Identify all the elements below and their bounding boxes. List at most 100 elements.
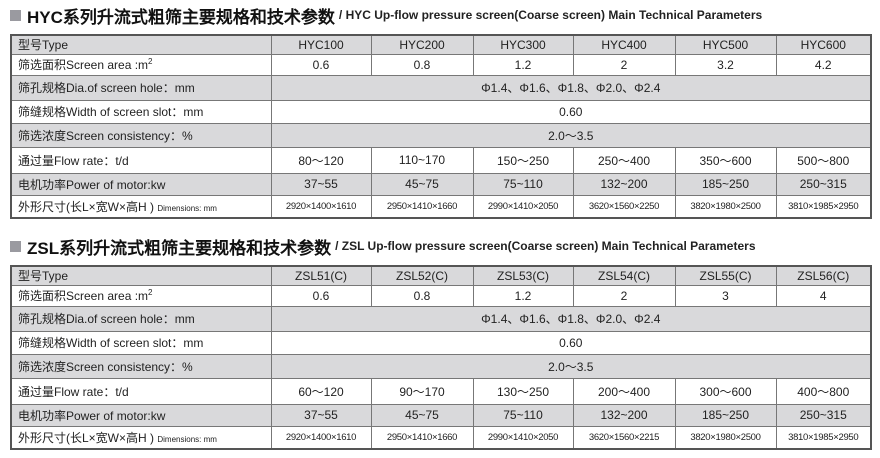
- value-cell: 45~75: [370, 172, 474, 196]
- value-cell: 200～400: [572, 377, 676, 405]
- row-label: 筛孔规格Dia.of screen hole：mm: [10, 305, 272, 332]
- value-cell: 132~200: [572, 403, 676, 427]
- row-label: 筛选面积Screen area :m2: [10, 284, 272, 307]
- value-cell: 3: [674, 284, 777, 307]
- value-cell: ZSL52(C): [370, 265, 474, 286]
- value-cell: 4: [775, 284, 872, 307]
- row-label: 筛选浓度Screen consistency：%: [10, 353, 272, 379]
- value-cell: HYC200: [370, 34, 474, 55]
- row-label: 型号Type: [10, 265, 272, 286]
- row-label: 筛选面积Screen area :m2: [10, 53, 272, 76]
- value-cell: HYC300: [472, 34, 574, 55]
- title-cn: ZSL系列升流式粗筛主要规格和技术参数: [27, 238, 332, 258]
- table-row: 筛孔规格Dia.of screen hole：mm Φ1.4、Φ1.6、Φ1.8、…: [10, 74, 872, 101]
- value-cell: 250~315: [775, 403, 872, 427]
- row-label-text: 型号Type: [18, 269, 69, 284]
- value-cell: 90～170: [370, 377, 474, 405]
- value-cell: 2950×1410×1660: [370, 425, 474, 450]
- table-row: 筛选面积Screen area :m2 0.6 0.8 1.2 2 3 4: [10, 284, 872, 307]
- value-cell: 75~110: [472, 403, 574, 427]
- merged-value-cell: 0.60: [270, 330, 872, 355]
- value-cell: 1.2: [472, 53, 574, 76]
- merged-value-cell: Φ1.4、Φ1.6、Φ1.8、Φ2.0、Φ2.4: [270, 305, 872, 332]
- zsl-spec-table: 型号Type ZSL51(C) ZSL52(C) ZSL53(C) ZSL54(C) ZS…: [10, 265, 872, 450]
- value-cell: 300～600: [674, 377, 777, 405]
- table-row: 型号Type ZSL51(C) ZSL52(C) ZSL53(C) ZSL54(C) ZS…: [10, 265, 872, 286]
- table-row: 电机功率Power of motor:kw 37~55 45~75 75~110 132…: [10, 403, 872, 427]
- value-cell: 3820×1980×2500: [674, 425, 777, 450]
- table-row: 筛孔规格Dia.of screen hole：mm Φ1.4、Φ1.6、Φ1.8、…: [10, 305, 872, 332]
- value-cell: HYC600: [775, 34, 872, 55]
- dimensions-unit: Dimensions: mm: [157, 434, 217, 444]
- table-row: 电机功率Power of motor:kw 37~55 45~75 75~110 132…: [10, 172, 872, 196]
- dimensions-unit: Dimensions: mm: [157, 203, 217, 213]
- value-cell: 3.2: [674, 53, 777, 76]
- zsl-section: ZSL系列升流式粗筛主要规格和技术参数 / ZSL Up-flow pressu…: [10, 235, 872, 450]
- row-label-text: 通过量Flow rate：t/d: [18, 153, 129, 168]
- row-label-text: 筛孔规格Dia.of screen hole：mm: [18, 81, 195, 95]
- row-label: 型号Type: [10, 34, 272, 55]
- table-row: 筛选浓度Screen consistency：% 2.0～3.5: [10, 353, 872, 379]
- value-cell: ZSL55(C): [674, 265, 777, 286]
- row-label-text: 电机功率Power of motor:kw: [18, 408, 166, 423]
- row-label-text: 筛选浓度Screen consistency：%: [18, 128, 193, 143]
- title-en: / HYC Up-flow pressure screen(Coarse scr…: [338, 8, 763, 22]
- title-en: / ZSL Up-flow pressure screen(Coarse scr…: [335, 239, 756, 253]
- value-cell: 4.2: [775, 53, 872, 76]
- value-cell: 45~75: [370, 403, 474, 427]
- merged-value-cell: Φ1.4、Φ1.6、Φ1.8、Φ2.0、Φ2.4: [270, 74, 872, 101]
- row-label: 电机功率Power of motor:kw: [10, 403, 272, 427]
- table-row: 外形尺寸(长L×宽W×高H ) Dimensions: mm 2920×1400×…: [10, 194, 872, 219]
- value-cell: 2920×1400×1610: [270, 194, 372, 219]
- value-cell: 80～120: [270, 146, 372, 174]
- value-cell: 0.6: [270, 53, 372, 76]
- value-cell: 400～800: [775, 377, 872, 405]
- value-cell: 3620×1560×2250: [572, 194, 676, 219]
- row-label: 筛缝规格Width of screen slot：mm: [10, 330, 272, 355]
- row-label: 电机功率Power of motor:kw: [10, 172, 272, 196]
- row-label-text: 筛选面积Screen area :m: [18, 289, 149, 303]
- table-row: 通过量Flow rate：t/d 80～120 110~170 150～250 250～…: [10, 146, 872, 174]
- value-cell: 110~170: [370, 146, 474, 174]
- value-cell: 2920×1400×1610: [270, 425, 372, 450]
- row-label-text: 筛选面积Screen area :m: [18, 58, 149, 72]
- row-label: 筛选浓度Screen consistency：%: [10, 122, 272, 148]
- row-label: 外形尺寸(长L×宽W×高H ) Dimensions: mm: [10, 425, 272, 450]
- merged-value-cell: 2.0～3.5: [270, 122, 872, 148]
- value-cell: 150～250: [472, 146, 574, 174]
- row-label-text: 型号Type: [18, 38, 69, 53]
- value-cell: ZSL54(C): [572, 265, 676, 286]
- value-cell: 60～120: [270, 377, 372, 405]
- value-cell: 185~250: [674, 403, 777, 427]
- table-row: 外形尺寸(长L×宽W×高H ) Dimensions: mm 2920×1400×…: [10, 425, 872, 450]
- square-bullet-icon: [10, 240, 21, 252]
- value-cell: 132~200: [572, 172, 676, 196]
- value-cell: 250～400: [572, 146, 676, 174]
- value-cell: 0.8: [370, 284, 474, 307]
- superscript: 2: [148, 57, 153, 66]
- value-cell: 3810×1985×2950: [775, 194, 872, 219]
- row-label-text: 筛缝规格Width of screen slot：mm: [18, 105, 204, 119]
- hyc-spec-table: 型号Type HYC100 HYC200 HYC300 HYC400 HYC500 HYC6…: [10, 34, 872, 219]
- title-cn: HYC系列升流式粗筛主要规格和技术参数: [27, 7, 335, 27]
- value-cell: ZSL53(C): [472, 265, 574, 286]
- section-title: HYC系列升流式粗筛主要规格和技术参数 / HYC Up-flow pressu…: [10, 4, 870, 27]
- square-bullet-icon: [10, 9, 21, 21]
- value-cell: 2: [572, 284, 676, 307]
- merged-value-cell: 0.60: [270, 99, 872, 124]
- value-cell: ZSL56(C): [775, 265, 872, 286]
- value-cell: 3620×1560×2215: [572, 425, 676, 450]
- value-cell: 2950×1410×1660: [370, 194, 474, 219]
- value-cell: 3810×1985×2950: [775, 425, 872, 450]
- row-label: 通过量Flow rate：t/d: [10, 377, 272, 405]
- row-label-text: 筛选浓度Screen consistency：%: [18, 359, 193, 374]
- table-row: 型号Type HYC100 HYC200 HYC300 HYC400 HYC500 HYC6…: [10, 34, 872, 55]
- row-label-text: 通过量Flow rate：t/d: [18, 384, 129, 399]
- value-cell: 75~110: [472, 172, 574, 196]
- table-row: 筛选面积Screen area :m2 0.6 0.8 1.2 2 3.2 4.2: [10, 53, 872, 76]
- value-cell: 1.2: [472, 284, 574, 307]
- value-cell: 3820×1980×2500: [674, 194, 777, 219]
- superscript: 2: [148, 288, 153, 297]
- value-cell: 350～600: [674, 146, 777, 174]
- row-label: 通过量Flow rate：t/d: [10, 146, 272, 174]
